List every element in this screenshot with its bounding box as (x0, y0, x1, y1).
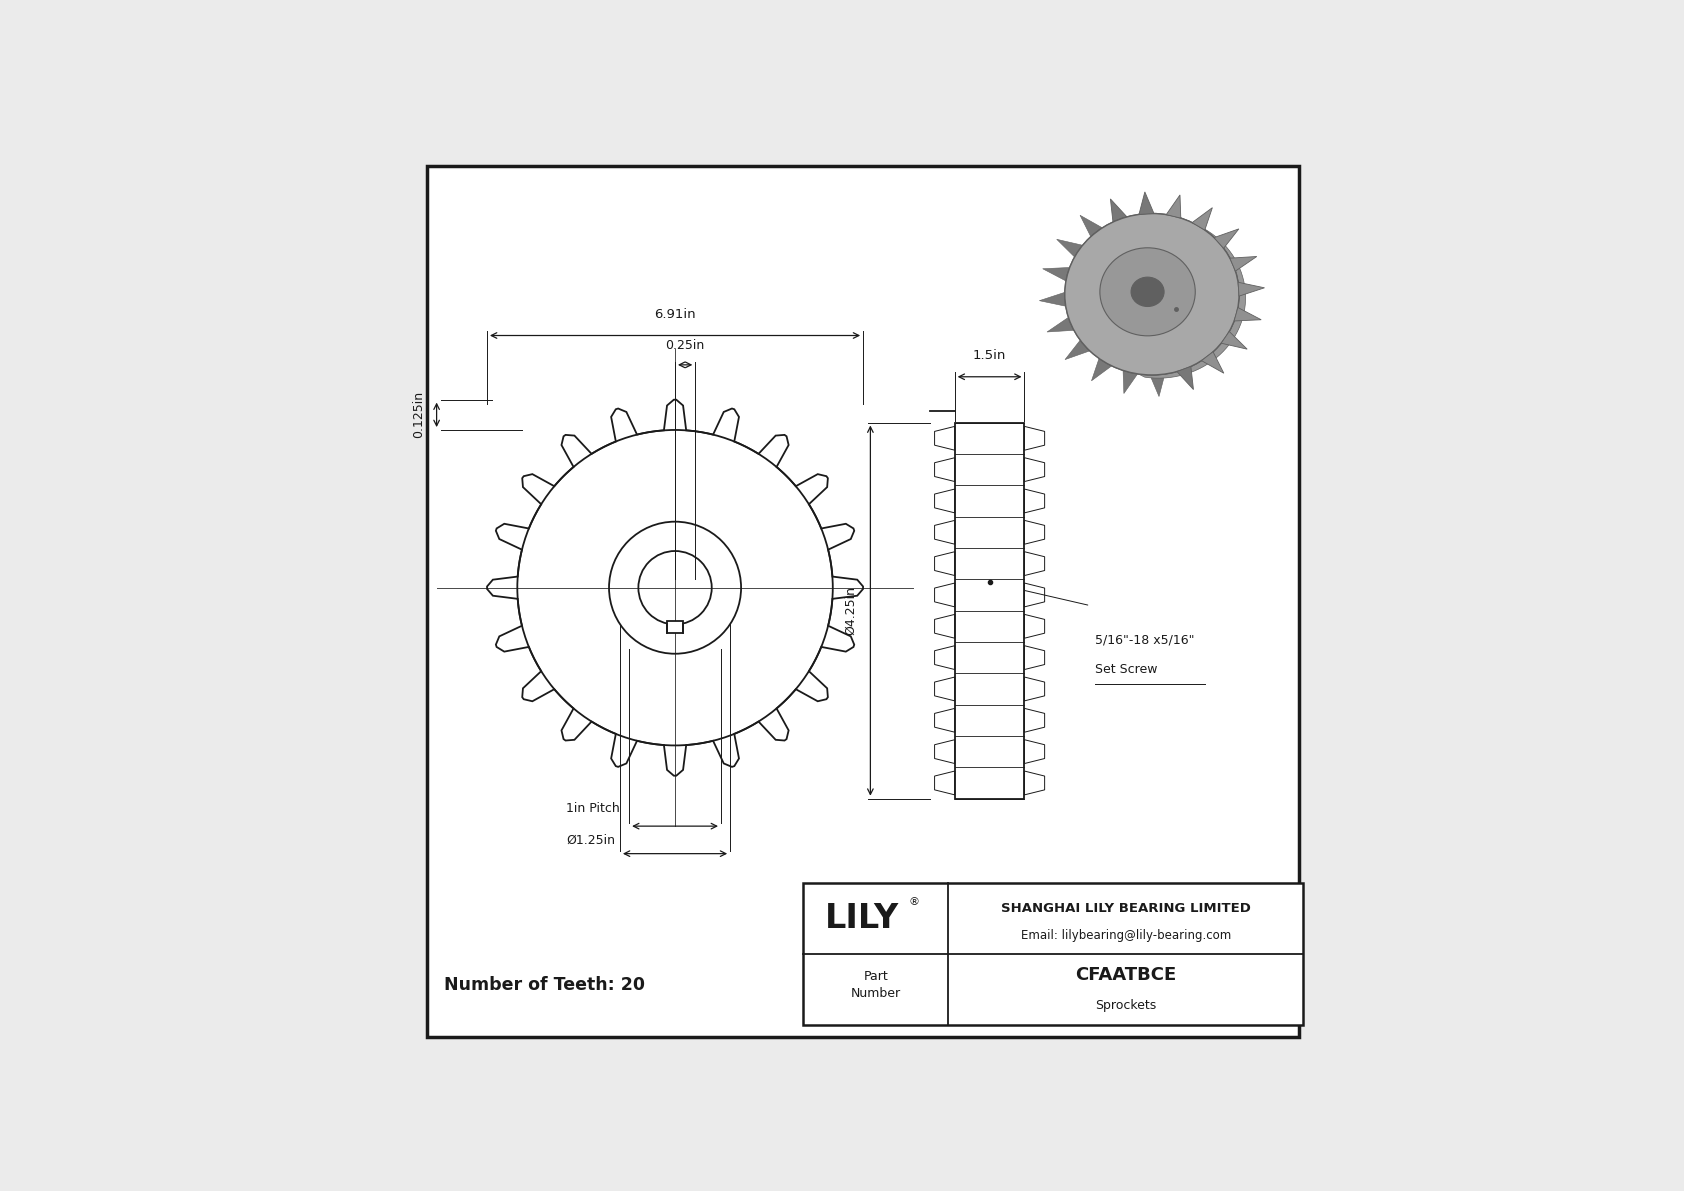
Polygon shape (1047, 317, 1074, 332)
Text: 0.25in: 0.25in (665, 339, 706, 353)
Polygon shape (1238, 282, 1265, 297)
Text: Email: lilybearing@lily-bearing.com: Email: lilybearing@lily-bearing.com (1021, 929, 1231, 942)
Ellipse shape (1064, 213, 1239, 375)
Polygon shape (1064, 341, 1090, 360)
Polygon shape (1091, 358, 1111, 381)
Polygon shape (1039, 292, 1066, 306)
Text: 6.91in: 6.91in (655, 307, 695, 320)
Text: 0.125in: 0.125in (413, 392, 426, 438)
Polygon shape (1214, 229, 1239, 249)
Ellipse shape (1100, 248, 1196, 336)
Text: Number of Teeth: 20: Number of Teeth: 20 (445, 975, 645, 993)
Text: SHANGHAI LILY BEARING LIMITED: SHANGHAI LILY BEARING LIMITED (1000, 902, 1251, 915)
Ellipse shape (1064, 213, 1239, 375)
Polygon shape (1167, 195, 1180, 218)
Polygon shape (1110, 199, 1127, 222)
Text: Part
Number: Part Number (850, 971, 901, 1000)
Text: Ø4.25in: Ø4.25in (844, 586, 857, 635)
Polygon shape (1138, 213, 1246, 379)
Polygon shape (1056, 239, 1083, 257)
Polygon shape (1150, 374, 1165, 397)
Polygon shape (1123, 370, 1138, 393)
Text: Set Screw: Set Screw (1095, 662, 1157, 675)
Polygon shape (1201, 351, 1224, 373)
Polygon shape (1234, 307, 1261, 322)
Text: 5/16"-18 x5/16": 5/16"-18 x5/16" (1095, 634, 1194, 647)
Text: LILY: LILY (825, 902, 899, 935)
Text: Ø1.25in: Ø1.25in (566, 834, 615, 847)
Text: 1.5in: 1.5in (973, 349, 1007, 362)
Bar (667, 621, 684, 632)
Polygon shape (1079, 216, 1103, 237)
Text: CFAATBCE: CFAATBCE (1074, 966, 1177, 985)
Bar (955, 423, 1024, 799)
Text: 1in Pitch: 1in Pitch (566, 802, 620, 815)
Polygon shape (1177, 367, 1194, 389)
Polygon shape (1192, 207, 1212, 230)
Ellipse shape (1132, 278, 1164, 306)
Polygon shape (1229, 256, 1256, 272)
Bar (803, 883, 1303, 1025)
Text: ®: ® (909, 897, 919, 908)
Text: Sprockets: Sprockets (1095, 999, 1157, 1011)
Polygon shape (1138, 192, 1154, 214)
Polygon shape (1042, 268, 1069, 281)
Polygon shape (1221, 331, 1248, 349)
